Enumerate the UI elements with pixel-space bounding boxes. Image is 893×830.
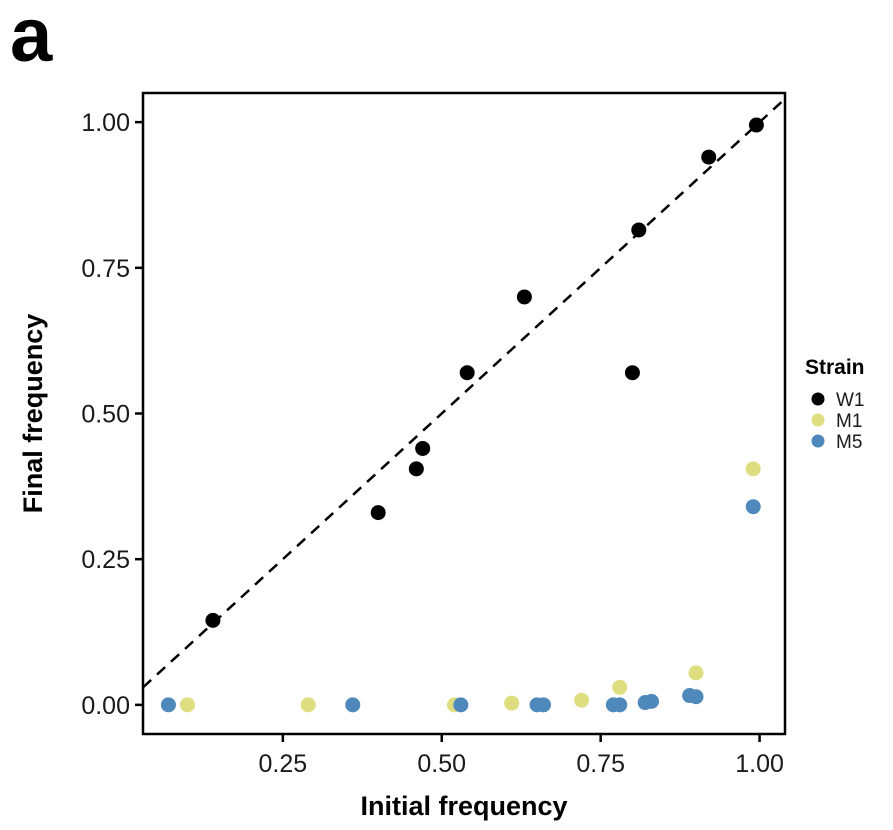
point-w1 — [370, 505, 386, 521]
x-tick-label: 1.00 — [735, 750, 784, 778]
legend-label-m1: M1 — [836, 411, 862, 432]
legend-key-w1 — [811, 392, 825, 406]
point-w1 — [205, 612, 221, 628]
y-tick-label: 0.50 — [81, 401, 130, 429]
point-m5 — [644, 693, 660, 709]
point-m5 — [160, 697, 176, 713]
point-m5 — [612, 697, 628, 713]
point-w1 — [748, 117, 764, 133]
point-m5 — [535, 697, 551, 713]
x-axis-title: Initial frequency — [360, 791, 567, 821]
point-m1 — [574, 692, 590, 708]
point-m1 — [688, 665, 704, 681]
legend-key-m1 — [811, 413, 825, 427]
legend-key-m5 — [811, 434, 825, 448]
y-tick-label: 1.00 — [81, 109, 130, 137]
point-m1 — [745, 461, 761, 477]
legend-label-w1: W1 — [836, 390, 865, 411]
point-m1 — [300, 697, 316, 713]
x-tick-label: 0.25 — [259, 750, 308, 778]
point-m1 — [612, 679, 628, 695]
point-m1 — [504, 695, 520, 711]
y-axis-title: Final frequency — [18, 314, 48, 514]
point-m5 — [345, 697, 361, 713]
x-tick-label: 0.50 — [417, 750, 466, 778]
point-w1 — [624, 365, 640, 381]
point-w1 — [701, 149, 717, 165]
panel-label: a — [10, 0, 53, 78]
point-w1 — [415, 440, 431, 456]
y-tick-label: 0.00 — [81, 692, 130, 720]
point-w1 — [631, 222, 647, 238]
point-w1 — [516, 289, 532, 305]
point-w1 — [459, 365, 475, 381]
point-m5 — [453, 697, 469, 713]
legend-title: Strain — [805, 356, 865, 379]
legend-label-m5: M5 — [836, 432, 862, 453]
reference-line — [142, 97, 786, 689]
point-w1 — [408, 461, 424, 477]
point-m1 — [179, 697, 195, 713]
point-m5 — [688, 689, 704, 705]
y-tick-label: 0.75 — [81, 255, 130, 283]
point-m5 — [745, 499, 761, 515]
y-tick-label: 0.25 — [81, 546, 130, 574]
x-tick-label: 0.75 — [576, 750, 625, 778]
plot-frame — [141, 91, 787, 736]
